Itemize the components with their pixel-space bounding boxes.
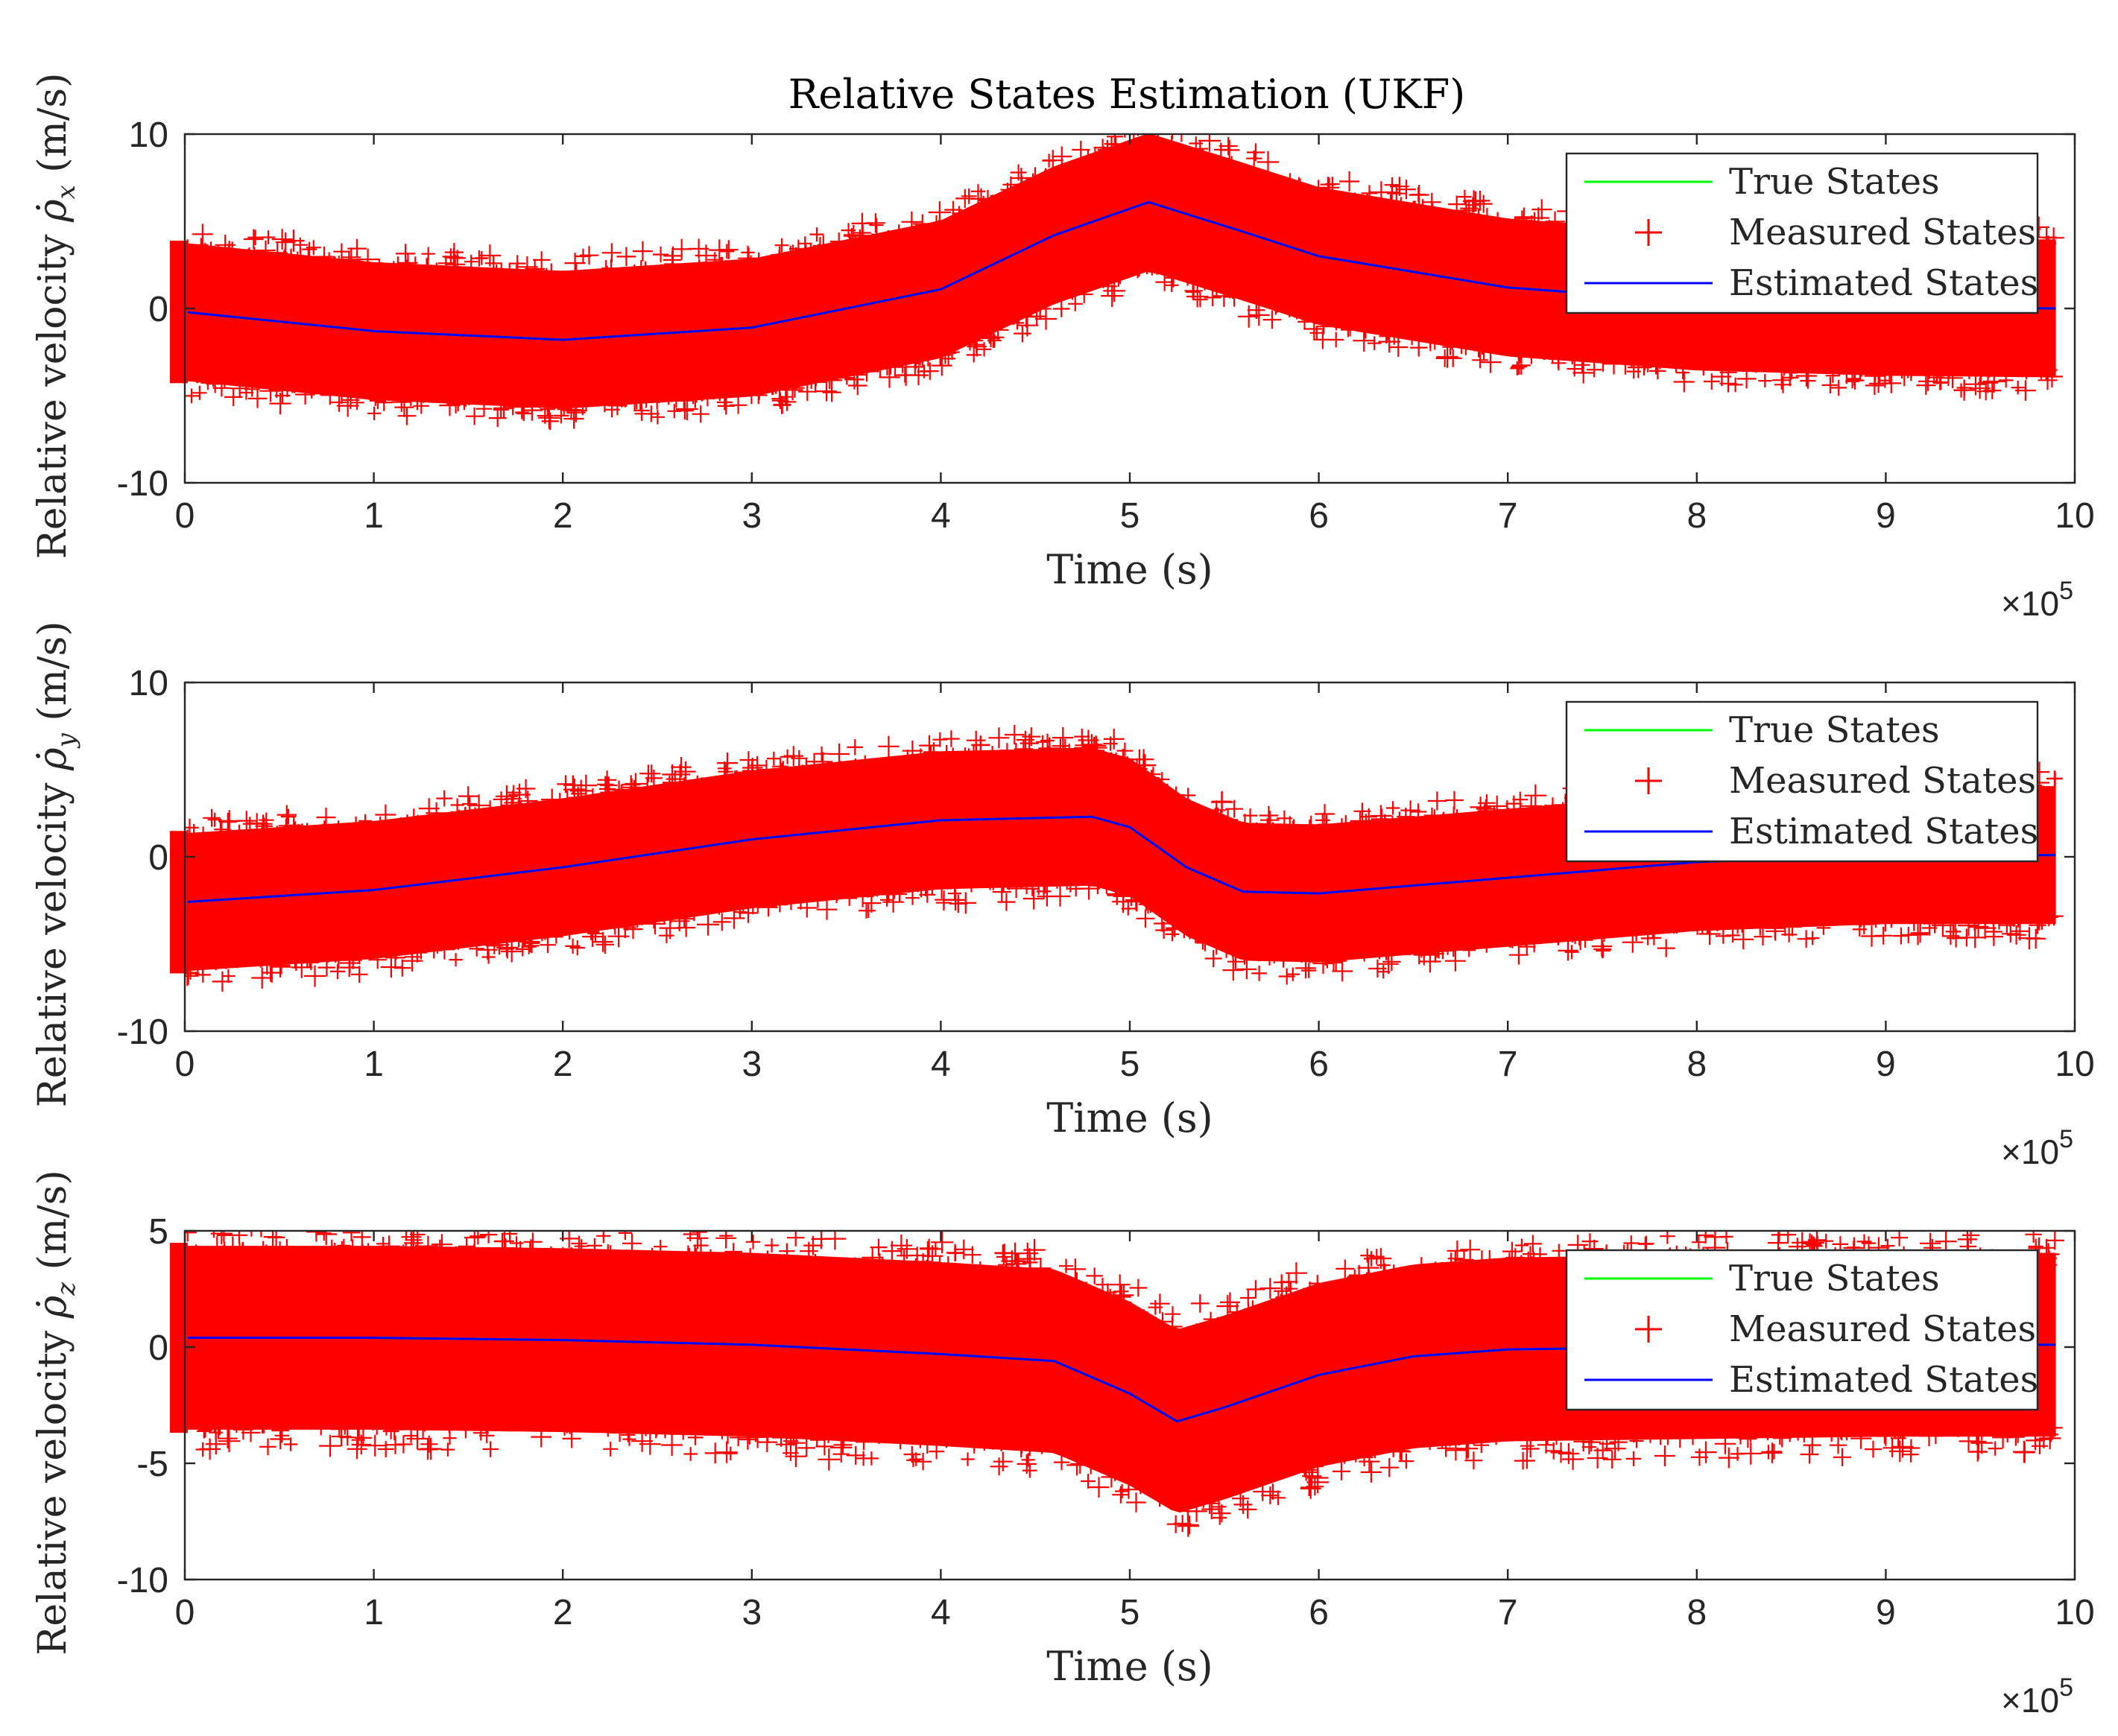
x-tick-label: 10 xyxy=(2055,496,2094,536)
x-tick-label: 7 xyxy=(1498,1593,1518,1632)
x-tick-label: 3 xyxy=(742,1045,762,1084)
x-tick-label: 2 xyxy=(553,1593,573,1632)
x-tick-label: 0 xyxy=(175,1593,195,1632)
legend-swatch-measured-states xyxy=(1635,767,1662,794)
x-axis-label: Time (s) xyxy=(1046,1643,1213,1690)
x-tick-label: 9 xyxy=(1876,1045,1896,1084)
legend: True States Measured States Estimated Stat… xyxy=(1565,1249,2038,1411)
y-tick-label: -10 xyxy=(117,464,168,504)
y-tick-label: -5 xyxy=(136,1445,168,1484)
x-tick-label: 4 xyxy=(931,1593,951,1632)
y-tick-label: 0 xyxy=(148,838,168,878)
x-tick-label: 2 xyxy=(553,1045,573,1084)
y-axis-label: Relative velocity ρ̇y (m/s) xyxy=(31,621,81,1108)
y-tick-label: 0 xyxy=(148,290,168,329)
x-tick-label: 8 xyxy=(1687,1593,1707,1632)
legend-swatch-measured-states xyxy=(1635,219,1662,246)
x-tick-label: 10 xyxy=(2055,1045,2094,1084)
x-tick-label: 7 xyxy=(1498,1045,1518,1084)
x-tick-label: 9 xyxy=(1876,496,1896,536)
y-tick-label: -10 xyxy=(117,1013,168,1052)
legend-label-measured-states: Measured States xyxy=(1729,760,2036,802)
y-axis-label: Relative velocity ρ̇z (m/s) xyxy=(31,1170,81,1656)
y-tick-label: 5 xyxy=(148,1212,168,1252)
x-tick-label: 3 xyxy=(742,496,762,536)
y-tick-label: 10 xyxy=(129,115,168,155)
x-multiplier: ×105 xyxy=(2001,1673,2073,1720)
x-tick-label: 4 xyxy=(931,496,951,536)
x-tick-label: 8 xyxy=(1687,496,1707,536)
x-tick-label: 9 xyxy=(1876,1593,1896,1632)
legend-label-true-states: True States xyxy=(1729,161,1940,203)
x-tick-label: 1 xyxy=(364,1045,384,1084)
legend-label-estimated-states: Estimated States xyxy=(1729,1359,2038,1401)
y-tick-label: -10 xyxy=(117,1561,168,1600)
x-tick-label: 0 xyxy=(175,496,195,536)
x-tick-label: 6 xyxy=(1309,496,1329,536)
x-tick-label: 5 xyxy=(1120,496,1140,536)
y-tick-label: 10 xyxy=(129,664,168,703)
legend-label-estimated-states: Estimated States xyxy=(1729,262,2038,304)
x-multiplier: ×105 xyxy=(2001,1125,2073,1171)
estimated-states-line xyxy=(185,815,2056,904)
x-tick-label: 7 xyxy=(1498,496,1518,536)
legend: True States Measured States Estimated Stat… xyxy=(1565,152,2038,314)
x-multiplier: ×105 xyxy=(2001,577,2073,623)
x-tick-label: 8 xyxy=(1687,1045,1707,1084)
x-tick-label: 4 xyxy=(931,1045,951,1084)
x-axis-label: Time (s) xyxy=(1046,546,1213,593)
x-tick-label: 6 xyxy=(1309,1593,1329,1632)
x-tick-label: 10 xyxy=(2055,1593,2094,1632)
legend-label-measured-states: Measured States xyxy=(1729,1308,2036,1350)
chart-3: 0 1 2 3 4 5 6 7 8 9 10 -10 -5 0 5 Time (s) ×105 Relative … xyxy=(31,1170,2095,1720)
legend-label-estimated-states: Estimated States xyxy=(1729,811,2038,852)
x-tick-label: 2 xyxy=(553,496,573,536)
x-tick-label: 3 xyxy=(742,1593,762,1632)
legend-label-true-states: True States xyxy=(1729,709,1940,751)
x-tick-label: 1 xyxy=(364,496,384,536)
x-tick-label: 1 xyxy=(364,1593,384,1632)
y-axis-label: Relative velocity ρ̇x (m/s) xyxy=(31,73,81,560)
x-tick-label: 6 xyxy=(1309,1045,1329,1084)
legend: True States Measured States Estimated Stat… xyxy=(1565,700,2038,863)
y-tick-label: 0 xyxy=(148,1328,168,1368)
legend-swatch-measured-states xyxy=(1635,1316,1662,1343)
figure-title: Relative States Estimation (UKF) xyxy=(788,71,1465,118)
legend-label-measured-states: Measured States xyxy=(1729,212,2036,253)
x-tick-label: 0 xyxy=(175,1045,195,1084)
x-tick-label: 5 xyxy=(1120,1045,1140,1084)
x-tick-label: 5 xyxy=(1120,1593,1140,1632)
legend-label-true-states: True States xyxy=(1729,1258,1940,1299)
x-axis-label: Time (s) xyxy=(1046,1094,1213,1141)
